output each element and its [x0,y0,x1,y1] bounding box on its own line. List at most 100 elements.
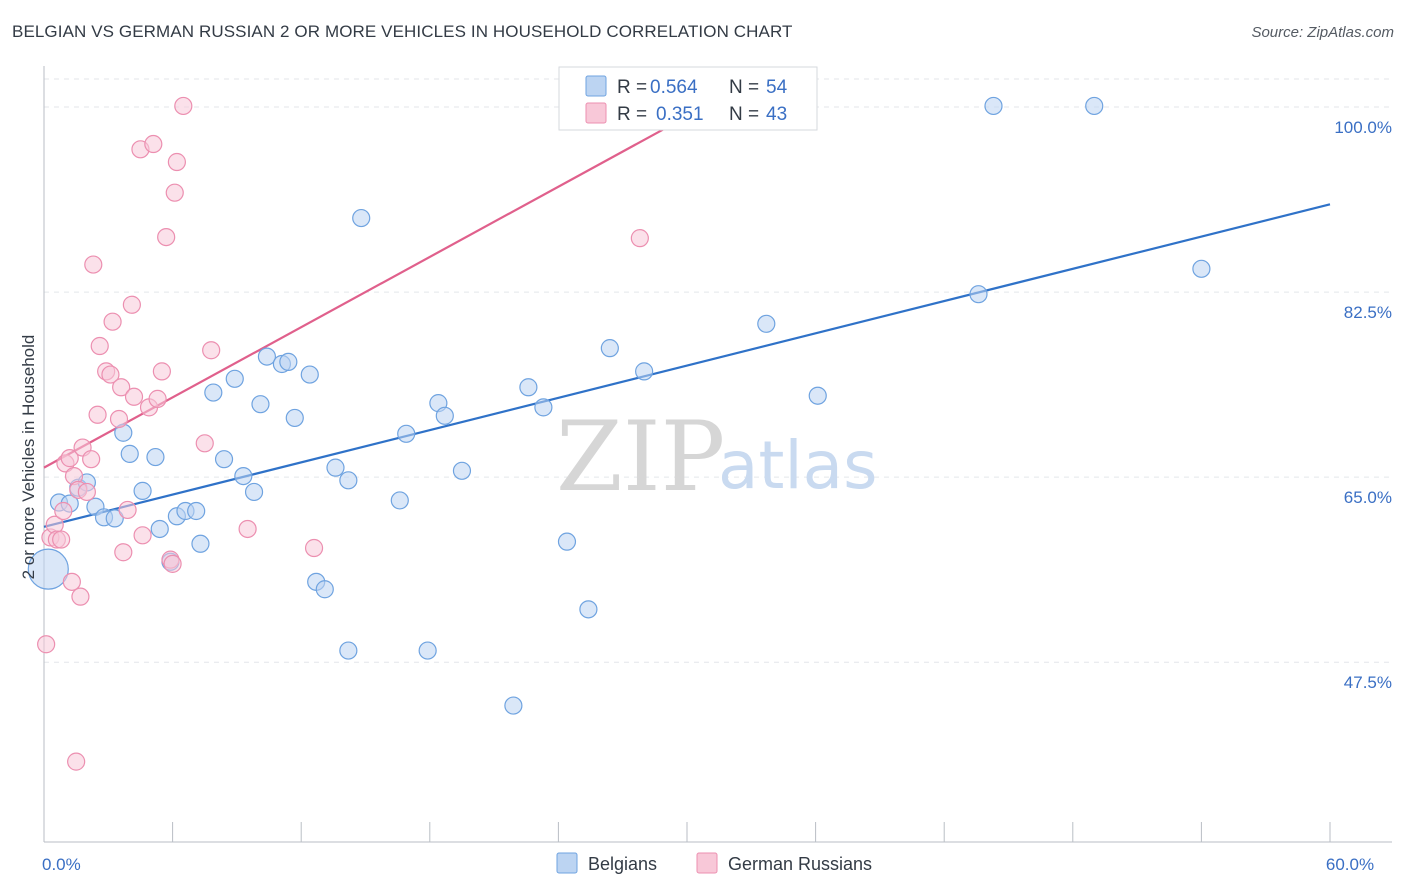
point-german-russians [62,572,81,591]
point-belgians [984,96,1003,116]
point-german-russians [165,183,184,202]
point-belgians [187,501,206,521]
bottom-legend-label-belgians: Belgians [588,854,657,874]
legend-r-label-belgians: R = [617,77,647,98]
bottom-legend-swatch-german-russians [696,852,718,874]
point-belgians [225,369,244,388]
point-german-russians [148,389,167,408]
point-belgians [120,444,139,463]
point-german-russians [84,255,103,274]
point-belgians [105,509,124,528]
point-belgians [452,461,472,480]
point-belgians [133,481,152,500]
point-german-russians [195,434,214,453]
point-belgians [635,362,654,381]
point-belgians [257,347,277,366]
point-german-russians [133,526,152,545]
point-belgians [279,352,298,371]
point-belgians [251,395,270,414]
point-german-russians [112,378,131,397]
point-german-russians [82,450,101,469]
point-german-russians [304,538,324,558]
legend-n-value-belgians: 54 [766,77,788,98]
point-belgians [352,208,371,228]
legend-swatch-german-russians [585,102,607,124]
point-belgians [244,482,264,502]
point-belgians [757,314,776,333]
point-belgians [214,450,234,469]
grid-lines [44,78,1392,663]
point-german-russians [144,134,163,154]
point-belgians [1085,96,1104,116]
point-belgians [557,532,577,551]
point-german-russians [88,405,107,424]
point-belgians [969,285,988,304]
point-german-russians [71,587,90,606]
point-german-russians [103,312,122,331]
point-belgians [808,386,827,405]
watermark-zip: ZIP [556,401,725,513]
watermark-atlas: atlas [718,427,878,504]
point-german-russians [202,341,221,360]
point-german-russians [77,482,96,502]
x-tick-label: 60.0% [1326,855,1374,874]
point-german-russians [54,501,73,521]
point-belgians [600,339,619,358]
point-belgians [418,641,437,660]
point-belgians [534,398,553,417]
legend-n-label-belgians: N = [729,77,759,98]
point-german-russians [60,449,79,468]
y-tick-label: 100.0% [1334,118,1392,137]
chart-title: BELGIAN VS GERMAN RUSSIAN 2 OR MORE VEHI… [12,22,793,41]
point-german-russians [52,530,71,549]
point-belgians [234,466,253,486]
y-tick-label: 82.5% [1344,303,1392,322]
point-belgians [1192,259,1211,278]
series-legend: Belgians German Russians [556,852,872,874]
x-tick-label: 0.0% [42,855,81,874]
point-german-russians [118,500,137,520]
point-belgians [390,491,409,510]
y-tick-label: 47.5% [1344,673,1392,692]
y-tick-label: 65.0% [1344,488,1392,507]
point-german-russians [101,365,120,384]
point-german-russians [157,227,176,247]
data-points [27,96,1211,771]
point-belgians [579,600,598,619]
point-german-russians [630,229,649,248]
bottom-legend-swatch-belgians [556,852,578,874]
point-belgians [339,471,358,490]
point-belgians [146,447,165,467]
point-belgians [300,365,319,384]
point-german-russians [109,409,129,429]
legend-r-value-german-russians: 0.351 [656,104,704,125]
point-belgians [150,519,169,539]
point-belgians [519,378,538,397]
point-belgians [204,383,223,402]
point-german-russians [37,635,56,654]
point-belgians [339,641,358,660]
bottom-legend-label-german-russians: German Russians [728,854,872,874]
legend-r-label-german-russians: R = [617,104,647,125]
point-german-russians [114,543,133,562]
point-german-russians [124,387,144,406]
point-german-russians [163,554,182,573]
watermark: ZIP atlas [556,401,878,513]
point-belgians [397,424,416,443]
point-german-russians [238,519,257,539]
point-belgians [285,408,304,428]
trendline-belgians [43,203,1331,528]
point-german-russians [122,295,141,314]
source-label: Source: ZipAtlas.com [1251,24,1394,41]
point-belgians [191,534,210,553]
point-belgians [315,580,334,599]
legend-n-value-german-russians: 43 [766,104,787,125]
legend-swatch-belgians [585,75,607,97]
point-belgians [435,406,454,425]
point-belgians [27,548,69,590]
axes: 47.5% 65.0% 82.5% 100.0% 0.0% 60.0% [42,66,1392,874]
y-axis-title: 2 or more Vehicles in Household [19,335,38,580]
correlation-legend: R = 0.564 N = 54 R = 0.351 N = 43 [558,66,818,131]
point-german-russians [152,362,171,381]
